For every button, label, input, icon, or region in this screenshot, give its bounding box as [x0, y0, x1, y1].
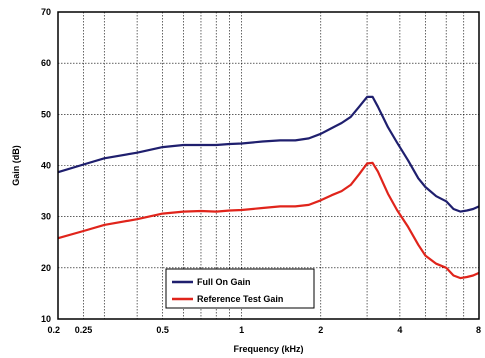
- legend: Full On Gain Reference Test Gain: [165, 268, 315, 309]
- y-tick-label: 60: [41, 58, 51, 68]
- x-tick-label: 1: [239, 325, 244, 335]
- y-tick-label: 20: [41, 263, 51, 273]
- x-tick-label: 0.2: [47, 325, 60, 335]
- x-tick-label: 0.25: [75, 325, 93, 335]
- x-tick-label: 2: [318, 325, 323, 335]
- plot-frame: [57, 11, 480, 320]
- y-tick-label: 10: [41, 314, 51, 324]
- tick-labels: 10 20 30 40 50 60 70 0.2 0.25 0.5 1 2 4 8: [41, 7, 481, 335]
- x-tick-label: 0.5: [156, 325, 169, 335]
- series-line-0: [57, 95, 480, 213]
- y-axis-label: Gain (dB): [11, 145, 21, 186]
- x-tick-label: 4: [397, 325, 402, 335]
- legend-entry-reference-test-gain: Reference Test Gain: [197, 294, 283, 304]
- legend-box: [165, 268, 315, 309]
- y-tick-label: 50: [41, 109, 51, 119]
- legend-entry-full-on-gain: Full On Gain: [197, 277, 251, 287]
- y-tick-label: 70: [41, 7, 51, 17]
- x-tick-label: 8: [476, 325, 481, 335]
- series-line-1: [57, 161, 480, 280]
- y-tick-label: 30: [41, 212, 51, 222]
- x-axis-label: Frequency (kHz): [233, 344, 303, 354]
- y-tick-label: 40: [41, 161, 51, 171]
- series-lines: [57, 95, 480, 280]
